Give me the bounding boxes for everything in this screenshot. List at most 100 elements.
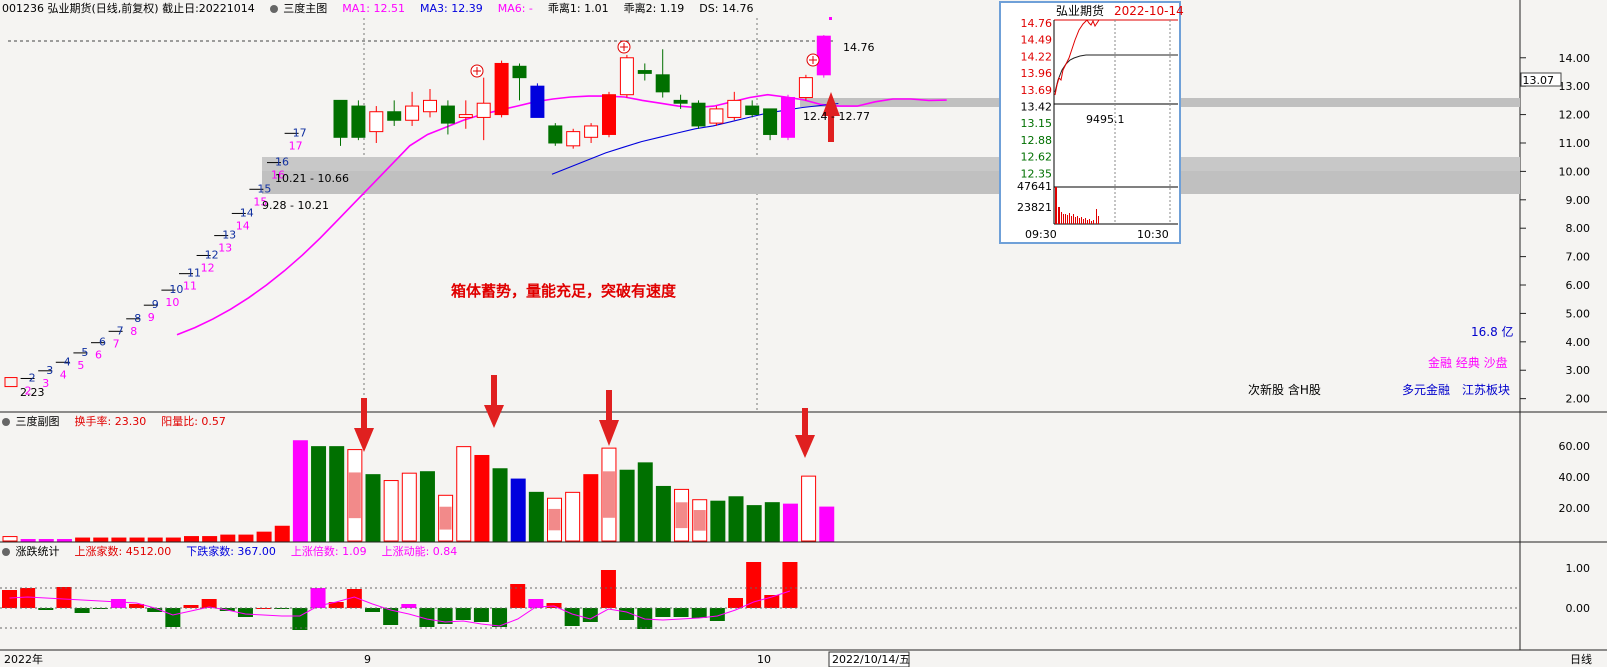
- day-count-label: 8: [134, 312, 141, 325]
- sub1-label[interactable]: 三度副图: [15, 415, 60, 428]
- candle-body: [423, 99, 437, 113]
- price-tick-label: 9.00: [1566, 194, 1591, 207]
- range-lower-label: 9.28 - 10.21: [262, 199, 329, 212]
- day-count-label-alt: 15: [253, 195, 267, 208]
- candle-body: [494, 62, 509, 116]
- volume-bar: [329, 446, 345, 542]
- price-tick-label: 13.00: [1559, 80, 1591, 93]
- breadth-bar: [383, 608, 399, 625]
- inset-vol-mid: 23821: [1017, 201, 1052, 214]
- candle-body: [655, 74, 670, 93]
- day-count-label: 5: [81, 346, 88, 359]
- breadth-bar: [564, 608, 580, 626]
- xaxis-current-date: 2022/10/14/五: [832, 653, 910, 666]
- settings-dot-icon[interactable]: [269, 5, 278, 13]
- price-axis: 14.00 13.00 12.00 11.00 10.00 9.00 8.00 7.00 6.0…: [1520, 52, 1590, 406]
- breadth-bar: [401, 604, 417, 608]
- volume-bar: [710, 500, 726, 542]
- candle-body: [781, 97, 795, 138]
- volume-bar: [111, 537, 127, 542]
- price-tick-label: 7.00: [1566, 251, 1591, 264]
- volume-bar: [782, 503, 798, 542]
- volume-axis-20: 20.00: [1559, 502, 1591, 515]
- inset-mid-text: 9495.1: [1086, 113, 1125, 126]
- day-count-label: 11: [187, 267, 201, 280]
- main-chart-header: 001236 弘业期货(日线,前复权) 截止日:20221014 三度主图 MA…: [2, 1, 753, 17]
- breadth-bar: [310, 588, 326, 608]
- day-count-label-alt: 6: [95, 349, 102, 362]
- volume-arrows: [354, 92, 840, 458]
- breadth-bar: [346, 589, 362, 608]
- xaxis-month-10: 10: [757, 653, 771, 666]
- candle-body: [351, 105, 366, 138]
- inset-price-label: 14.22: [1021, 50, 1053, 63]
- volume-bar: [764, 502, 780, 542]
- volume-bar-inner: [675, 502, 688, 529]
- inset-time-mid: 10:30: [1137, 228, 1169, 241]
- price-tick-label: 4.00: [1566, 336, 1591, 349]
- plus-marker-3-cross: [809, 56, 817, 64]
- down-arrow-4: [795, 408, 815, 458]
- price-tick-label: 5.00: [1566, 307, 1591, 320]
- volume-bar: [20, 539, 36, 542]
- candle: [4, 377, 18, 388]
- main-indicator-label[interactable]: 三度主图: [283, 2, 328, 15]
- candle-body: [369, 111, 384, 133]
- candle-body: [637, 70, 652, 74]
- volume-bar: [819, 506, 835, 542]
- breadth-bar: [600, 570, 616, 608]
- xaxis-month-9: 9: [364, 653, 371, 666]
- volume-bar: [619, 469, 635, 542]
- stock-code-title: 001236 弘业期货(日线,前复权) 截止日:20221014: [2, 2, 255, 15]
- candle-body: [512, 65, 527, 79]
- volume-bar: [75, 537, 91, 542]
- breadth-bar: [20, 588, 36, 608]
- day-count-label-alt: 17: [289, 139, 303, 152]
- intraday-inset[interactable]: 弘业期货 2022-10-14 14.76 14.49 14.22 13.96 13.6…: [999, 1, 1184, 244]
- low-price-annotation: 2.23: [20, 386, 45, 399]
- sub2-settings-dot-icon[interactable]: [2, 548, 10, 556]
- plus-marker-1-cross: [473, 67, 481, 75]
- xaxis-year-label: 2022年: [4, 652, 43, 666]
- candle-body: [584, 125, 599, 138]
- ds-value: DS: 14.76: [699, 2, 754, 15]
- candle-body: [405, 105, 420, 121]
- volume-bar: [419, 471, 435, 542]
- new-stock-tag[interactable]: 次新股 含H股: [1248, 382, 1321, 397]
- xaxis-period[interactable]: 日线: [1570, 652, 1592, 666]
- candle-body: [763, 108, 778, 135]
- volume-bar: [583, 474, 599, 542]
- volume-bar: [383, 480, 399, 542]
- day-count-label-alt: 4: [60, 368, 67, 381]
- volume-bar-inner: [548, 508, 561, 531]
- inset-time-start: 09:30: [1025, 228, 1057, 241]
- ma6-value: MA6: -: [497, 2, 533, 15]
- day-count-label: 10: [169, 283, 183, 296]
- inset-price-label: 14.49: [1021, 34, 1053, 47]
- day-count-label-alt: 5: [77, 359, 84, 372]
- day-count-label: 12: [205, 248, 219, 261]
- inset-stock-name: 弘业期货: [1056, 3, 1104, 18]
- jiangsu-sector-tag[interactable]: 江苏板块: [1462, 383, 1510, 397]
- day-count-label: 13: [222, 229, 236, 242]
- finance-sector-tag[interactable]: 多元金融: [1402, 382, 1450, 397]
- magenta-dot-marker: [829, 17, 832, 20]
- candle-body: [602, 94, 616, 135]
- concept-tags[interactable]: 金融 经典 沙盘: [1428, 355, 1508, 370]
- sub1-settings-dot-icon[interactable]: [2, 418, 10, 426]
- breadth-bar: [165, 608, 181, 627]
- day-count-label: 9: [152, 298, 159, 311]
- volume-bar: [565, 491, 581, 542]
- sub2-label[interactable]: 涨跌统计: [15, 545, 60, 558]
- inset-volume-bars: [1055, 187, 1099, 224]
- volume-bar: [238, 534, 254, 542]
- price-tick-label: 8.00: [1566, 222, 1591, 235]
- candle-body: [566, 131, 581, 147]
- volume-axis-40: 40.00: [1559, 471, 1591, 484]
- volume-bar: [311, 446, 327, 542]
- inset-date: 2022-10-14: [1114, 4, 1184, 18]
- inset-price-label: 14.76: [1021, 17, 1053, 30]
- volume-bar: [147, 537, 163, 542]
